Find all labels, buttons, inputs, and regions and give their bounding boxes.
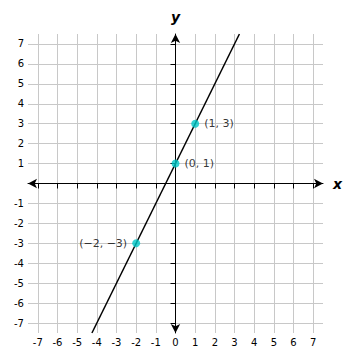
svg-text:1: 1 (18, 158, 24, 169)
svg-text:-6: -6 (53, 337, 63, 348)
svg-text:-7: -7 (33, 337, 43, 348)
svg-text:-3: -3 (112, 337, 122, 348)
svg-text:x: x (332, 176, 343, 192)
svg-text:3: 3 (231, 337, 237, 348)
svg-text:(1, 3): (1, 3) (204, 117, 234, 130)
svg-text:4: 4 (18, 98, 24, 109)
svg-text:-2: -2 (131, 337, 141, 348)
svg-text:-2: -2 (14, 218, 24, 229)
svg-text:-7: -7 (14, 318, 24, 329)
svg-text:2: 2 (212, 337, 218, 348)
svg-text:7: 7 (310, 337, 316, 348)
svg-text:5: 5 (271, 337, 277, 348)
svg-text:-4: -4 (14, 258, 24, 269)
svg-text:6: 6 (18, 58, 24, 69)
svg-text:-1: -1 (14, 198, 24, 209)
svg-text:6: 6 (290, 337, 296, 348)
svg-text:3: 3 (18, 118, 24, 129)
svg-text:-5: -5 (72, 337, 82, 348)
svg-text:-1: -1 (151, 337, 161, 348)
svg-text:y: y (171, 9, 181, 25)
svg-text:-4: -4 (92, 337, 102, 348)
svg-text:-6: -6 (14, 298, 24, 309)
svg-text:(0, 1): (0, 1) (185, 157, 215, 170)
svg-text:4: 4 (251, 337, 257, 348)
svg-text:2: 2 (18, 138, 24, 149)
svg-text:-5: -5 (14, 278, 24, 289)
svg-text:0: 0 (172, 337, 178, 348)
svg-text:7: 7 (18, 38, 24, 49)
svg-text:-3: -3 (14, 238, 24, 249)
svg-text:5: 5 (18, 78, 24, 89)
svg-text:(−2, −3): (−2, −3) (79, 237, 127, 250)
svg-text:1: 1 (192, 337, 198, 348)
